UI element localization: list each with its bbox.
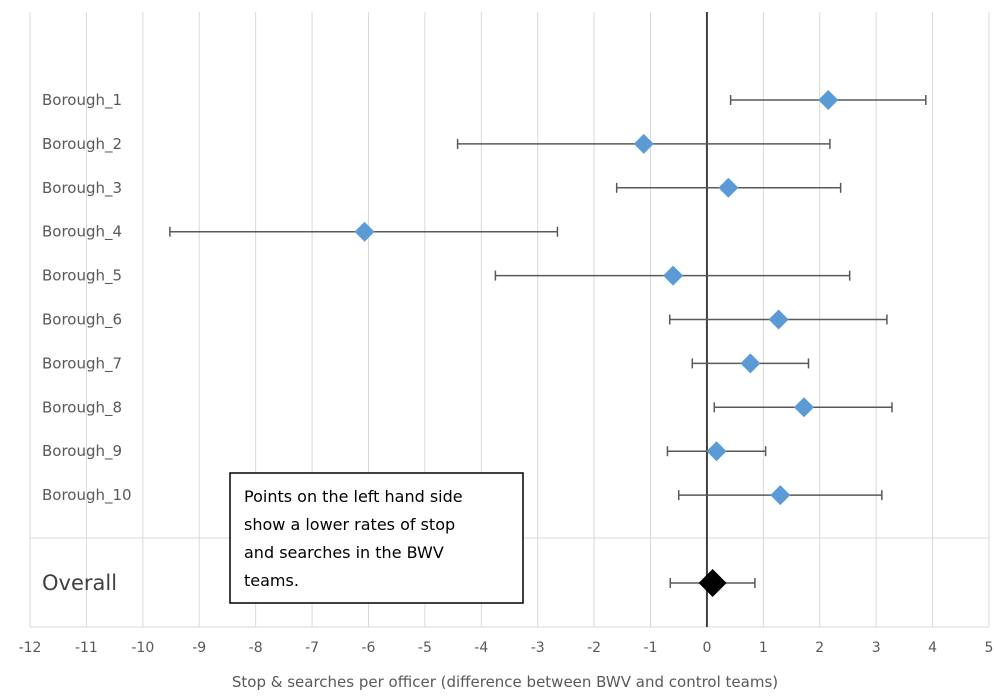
- annotation-line: Points on the left hand side: [244, 487, 463, 506]
- x-tick-label: -10: [131, 640, 154, 656]
- x-tick-label: -2: [587, 640, 601, 656]
- x-tick-label: 2: [815, 640, 824, 656]
- estimate-marker: [706, 441, 727, 462]
- x-tick-label: -12: [19, 640, 42, 656]
- x-tick-label: -5: [418, 640, 432, 656]
- x-tick-label: -11: [75, 640, 98, 656]
- estimate-marker: [770, 485, 791, 506]
- row-label: Borough_1: [42, 91, 122, 110]
- row-label: Borough_3: [42, 179, 122, 198]
- overall-label: Overall: [42, 571, 117, 595]
- annotation-text: Points on the left hand side show a lower…: [244, 487, 463, 590]
- row-label: Borough_7: [42, 354, 122, 373]
- annotation-line: show a lower rates of stop: [244, 515, 455, 534]
- annotation-frame: [229, 472, 524, 604]
- row-label: Borough_9: [42, 442, 122, 461]
- x-tick-label: -8: [249, 640, 263, 656]
- row-label: Borough_2: [42, 135, 122, 154]
- annotation-line: teams.: [244, 571, 299, 590]
- estimate-marker: [633, 133, 654, 154]
- annotation-box: Points on the left hand side show a lower…: [229, 472, 524, 604]
- x-tick-label: 5: [985, 640, 994, 656]
- row-label: Borough_8: [42, 398, 122, 417]
- estimate-marker: [718, 177, 739, 198]
- x-tick-label: -7: [305, 640, 319, 656]
- x-tick-label: -9: [192, 640, 206, 656]
- estimate-marker: [354, 221, 375, 242]
- x-tick-label: -6: [361, 640, 375, 656]
- estimate-marker: [768, 309, 789, 330]
- estimate-markers: [354, 90, 839, 597]
- x-tick-labels: -12 -11 -10 -9 -8 -7 -6 -5 -4 -3 -2 -1 0 1 2 3 4 5: [19, 640, 994, 656]
- row-labels: Borough_1 Borough_2 Borough_3 Borough_4 Boro…: [42, 91, 132, 595]
- x-tick-label: 4: [928, 640, 937, 656]
- x-tick-label: -4: [474, 640, 488, 656]
- x-tick-label: 3: [872, 640, 881, 656]
- x-tick-label: -3: [531, 640, 545, 656]
- row-label: Borough_5: [42, 267, 122, 286]
- overall-estimate-marker: [698, 569, 727, 597]
- x-tick-label: -1: [644, 640, 658, 656]
- annotation-line: and searches in the BWV: [244, 543, 444, 562]
- row-label: Borough_6: [42, 311, 122, 330]
- estimate-marker: [818, 90, 839, 110]
- x-axis-title: Stop & searches per officer (difference …: [232, 673, 778, 691]
- estimate-marker: [663, 265, 684, 286]
- row-label: Borough_4: [42, 223, 122, 242]
- row-label: Borough_10: [42, 486, 132, 505]
- estimate-marker: [740, 353, 761, 374]
- x-tick-label: 0: [702, 640, 711, 656]
- x-tick-label: 1: [759, 640, 768, 656]
- estimate-marker: [793, 397, 814, 418]
